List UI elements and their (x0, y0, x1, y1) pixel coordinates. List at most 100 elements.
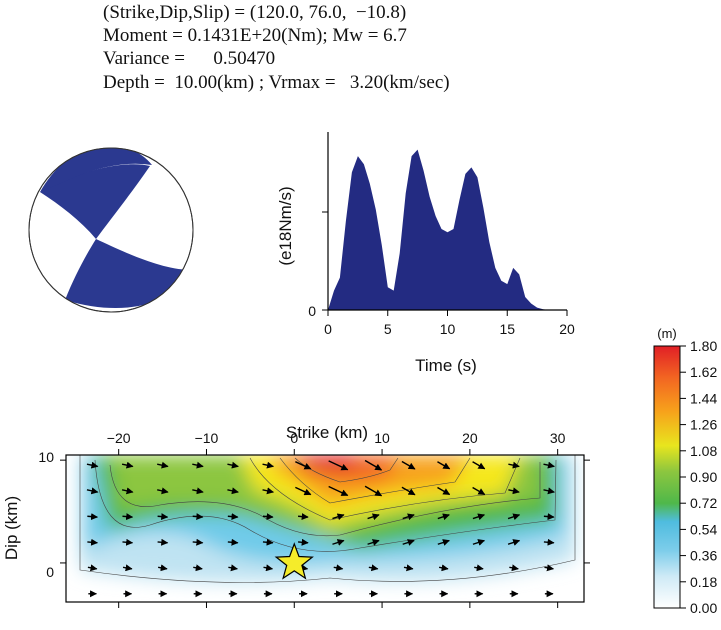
slip-vector-arrow (403, 564, 414, 572)
slip-vector-arrow (157, 461, 169, 469)
colorbar-tick-label: 1.62 (690, 364, 717, 380)
slip-vector-arrow (544, 564, 555, 572)
slip-vector-arrow (86, 487, 99, 495)
stf-area (328, 149, 550, 310)
colorbar-gradient (653, 345, 681, 609)
slip-ytick-0: 0 (46, 564, 54, 580)
slip-vector-arrow (295, 486, 312, 496)
slip-vector-arrow (507, 513, 521, 521)
slip-vector-arrow (437, 513, 450, 521)
slip-vector-arrow (437, 461, 451, 470)
slip-ytick-10: 10 (38, 449, 54, 465)
stf-ytick-0: 0 (308, 303, 316, 319)
slip-vector-arrow (507, 539, 521, 546)
slip-vector-arrow (401, 460, 416, 470)
slip-vector-arrow (472, 539, 486, 546)
slip-vector-arrow (508, 487, 520, 495)
colorbar: (m) 1.80 1.62 1.44 1.26 1.08 0.90 0.72 0.54 0.36… (653, 326, 717, 616)
colorbar-tick-label: 0.36 (690, 548, 717, 564)
stf-xtick-label: 0 (324, 321, 332, 337)
slip-xtick-label: −10 (195, 430, 219, 446)
slip-vector-arrow (402, 513, 415, 521)
slip-vector-arrow (543, 538, 555, 546)
slip-vector-arrow (158, 564, 168, 572)
colorbar-tick-label: 1.80 (690, 338, 717, 354)
colorbar-tick-label: 0.72 (690, 495, 717, 511)
hypocenter-star (274, 542, 314, 580)
slip-vector-arrow (86, 461, 99, 469)
slip-map: Strike (km) −20 −10 0 1 (2, 423, 590, 608)
slip-vector-arrow (298, 513, 309, 521)
slip-xtick-label: 30 (550, 430, 566, 446)
slip-vector-arrow (192, 487, 204, 495)
slip-vector-arrow (262, 461, 274, 469)
slip-vector-arrow (157, 538, 169, 546)
slip-xtick-label: 0 (290, 430, 298, 446)
stf-xlabel: Time (s) (415, 356, 477, 375)
slip-vector-arrow (367, 539, 380, 546)
slip-vector-arrow (543, 461, 555, 469)
slip-vector-arrow (438, 564, 449, 572)
slip-vector-arrow (368, 564, 379, 572)
slip-vector-arrow (508, 461, 520, 469)
slip-vector-arrow (402, 539, 415, 546)
slip-vector-arrow (192, 513, 204, 521)
slip-vector-arrow (543, 513, 555, 521)
slip-vector-arrow (367, 513, 380, 521)
slip-vector-arrow (122, 564, 133, 572)
slip-vector-arrow (227, 513, 239, 521)
colorbar-tick-label: 1.08 (690, 443, 717, 459)
slip-vector-arrow (328, 460, 349, 471)
slip-vector-arrow (122, 513, 134, 521)
colorbar-tick-label: 0.90 (690, 469, 717, 485)
slip-vector-arrow (262, 487, 274, 495)
colorbar-tick-label: 0.54 (690, 521, 717, 537)
stf-xtick-label: 5 (384, 321, 392, 337)
slip-vector-arrow (472, 486, 486, 496)
slip-ylabel: Dip (km) (2, 496, 21, 560)
colorbar-tick-label: 1.44 (690, 390, 717, 406)
colorbar-tick-label: 1.26 (690, 417, 717, 433)
header-line-2: Moment = 0.1431E+20(Nm); Mw = 6.7 (103, 25, 407, 46)
slip-vector-arrow (332, 513, 345, 521)
slip-vector-arrow (262, 538, 274, 546)
stf-xtick-label: 10 (440, 321, 456, 337)
colorbar-tick-label: 0.18 (690, 574, 717, 590)
slip-vector-arrow (227, 461, 239, 469)
slip-vector-arrow (263, 564, 274, 572)
slip-vector-arrow (328, 485, 349, 497)
slip-vector-arrow (298, 538, 309, 546)
slip-vector-arrow (437, 539, 450, 546)
slip-vector-arrow (437, 486, 451, 496)
header-line-3: Variance = 0.50470 (103, 48, 276, 69)
slip-xtick-label: −20 (107, 430, 131, 446)
slip-vector-arrow (121, 487, 134, 495)
beachball-lower-quadrant (65, 239, 192, 309)
stf-xtick-label: 20 (559, 321, 575, 337)
slip-vector-arrow (472, 461, 486, 470)
slip-vector-arrow (87, 564, 98, 572)
slip-vector-arrow (543, 487, 555, 495)
slip-vector-arrow (122, 538, 134, 546)
slip-vector-arrow (157, 513, 169, 521)
slip-vector-arrow (227, 538, 239, 546)
beachball (28, 147, 194, 313)
slip-vector-arrow (364, 485, 383, 497)
slip-vector-arrow (401, 486, 416, 496)
slip-title: Strike (km) (286, 423, 368, 442)
slip-vector-arrow (295, 461, 312, 470)
slip-vector-arrow (121, 461, 134, 469)
slip-vector-arrow (228, 564, 238, 572)
header-line-1: (Strike,Dip,Slip) = (120.0, 76.0, −10.8) (103, 2, 407, 23)
colorbar-tick-label: 0.00 (690, 600, 717, 616)
slip-vector-arrow (227, 487, 239, 495)
slip-vector-arrow (87, 513, 99, 521)
colorbar-unit: (m) (657, 326, 677, 341)
stf-xtick-label: 15 (499, 321, 515, 337)
slip-vector-arrow (87, 538, 99, 546)
stf-ylabel: (e18Nm/s) (276, 186, 295, 265)
slip-vector-arrow (332, 539, 345, 546)
slip-vector-arrow (192, 461, 204, 469)
slip-xtick-label: 10 (374, 430, 390, 446)
